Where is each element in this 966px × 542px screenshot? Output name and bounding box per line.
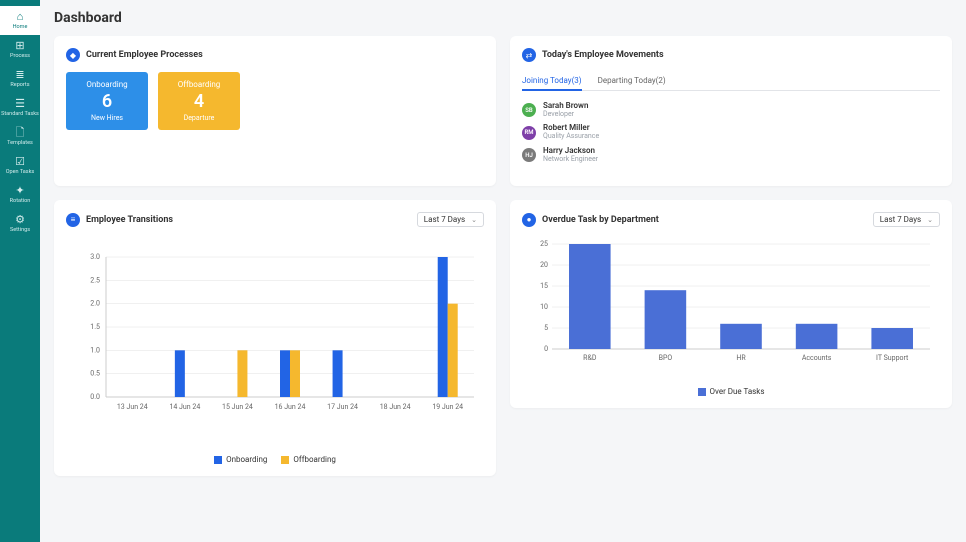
- svg-text:13 Jun 24: 13 Jun 24: [117, 403, 148, 411]
- svg-text:18 Jun 24: 18 Jun 24: [380, 403, 411, 411]
- sidebar-icon: ≣: [15, 69, 24, 80]
- transfer-icon: ⇄: [522, 48, 536, 62]
- sidebar-item-label: Process: [10, 53, 30, 59]
- sidebar-item-label: Reports: [10, 82, 29, 88]
- sidebar-icon: ✦: [15, 185, 24, 196]
- svg-text:R&D: R&D: [583, 354, 597, 362]
- sidebar-item-rotation[interactable]: ✦ Rotation: [0, 180, 40, 209]
- tile-count: 4: [194, 91, 204, 112]
- svg-text:20: 20: [540, 261, 548, 269]
- processes-card-title: Current Employee Processes: [86, 50, 203, 60]
- tile-head: Onboarding: [86, 80, 127, 89]
- transitions-card-title: Employee Transitions: [86, 215, 173, 225]
- svg-text:HR: HR: [736, 354, 746, 362]
- person-role: Developer: [543, 111, 588, 119]
- svg-text:1.0: 1.0: [90, 346, 100, 354]
- tile-head: Offboarding: [178, 80, 220, 89]
- svg-text:1.5: 1.5: [90, 323, 100, 331]
- svg-text:15 Jun 24: 15 Jun 24: [222, 403, 253, 411]
- svg-text:14 Jun 24: 14 Jun 24: [169, 403, 200, 411]
- sidebar-item-standard-tasks[interactable]: ☰ Standard Tasks: [0, 93, 40, 122]
- svg-text:17 Jun 24: 17 Jun 24: [327, 403, 358, 411]
- overdue-range-label: Last 7 Days: [880, 215, 921, 224]
- transitions-range-dropdown[interactable]: Last 7 Days ⌄: [417, 212, 484, 227]
- sidebar-item-templates[interactable]: 🗋 Templates: [0, 122, 40, 151]
- sidebar-item-label: Settings: [10, 227, 30, 233]
- sidebar-item-label: Templates: [7, 140, 33, 146]
- person-row[interactable]: HJHarry JacksonNetwork Engineer: [522, 144, 940, 166]
- tab-joining-today[interactable]: Joining Today(3): [522, 72, 582, 91]
- overdue-card: ● Overdue Task by Department Last 7 Days…: [510, 200, 952, 408]
- svg-text:16 Jun 24: 16 Jun 24: [275, 403, 306, 411]
- sidebar-item-open-tasks[interactable]: ☑ Open Tasks: [0, 151, 40, 180]
- avatar: HJ: [522, 148, 536, 162]
- overdue-card-title: Overdue Task by Department: [542, 215, 659, 225]
- movements-card-title: Today's Employee Movements: [542, 50, 664, 60]
- svg-text:19 Jun 24: 19 Jun 24: [432, 403, 463, 411]
- person-role: Quality Assurance: [543, 133, 599, 141]
- task-icon: ●: [522, 213, 536, 227]
- transitions-range-label: Last 7 Days: [424, 215, 465, 224]
- users-icon: ◆: [66, 48, 80, 62]
- svg-text:15: 15: [540, 282, 548, 290]
- sidebar-item-process[interactable]: ⊞ Process: [0, 35, 40, 64]
- chevron-down-icon: ⌄: [471, 216, 477, 224]
- svg-text:IT Support: IT Support: [876, 354, 909, 362]
- svg-text:25: 25: [540, 240, 548, 248]
- process-tile-onboarding[interactable]: Onboarding 6 New Hires: [66, 72, 148, 130]
- sidebar-icon: ⌂: [17, 11, 24, 22]
- process-tile-offboarding[interactable]: Offboarding 4 Departure: [158, 72, 240, 130]
- person-role: Network Engineer: [543, 156, 598, 164]
- sidebar-item-settings[interactable]: ⚙ Settings: [0, 209, 40, 238]
- overdue-chart-svg: 0 5 10 15 20 25 R&D BPO HR Accounts IT Support: [522, 239, 940, 369]
- avatar: RM: [522, 126, 536, 140]
- sidebar-item-label: Home: [13, 24, 28, 30]
- page-title: Dashboard: [54, 10, 952, 26]
- chart-icon: ≡: [66, 213, 80, 227]
- legend-item: Onboarding: [214, 455, 267, 464]
- svg-text:5: 5: [544, 324, 548, 332]
- overdue-range-dropdown[interactable]: Last 7 Days ⌄: [873, 212, 940, 227]
- svg-text:2.0: 2.0: [90, 300, 100, 308]
- sidebar: ⌂ Home ⊞ Process ≣ Reports ☰ Standard Tasks 🗋 Tem…: [0, 0, 40, 542]
- person-row[interactable]: SBSarah BrownDeveloper: [522, 99, 940, 121]
- sidebar-item-home[interactable]: ⌂ Home: [0, 6, 40, 35]
- sidebar-icon: ⊞: [15, 40, 24, 51]
- svg-text:0: 0: [544, 345, 548, 353]
- sidebar-item-reports[interactable]: ≣ Reports: [0, 64, 40, 93]
- tile-count: 6: [102, 91, 112, 112]
- sidebar-item-label: Rotation: [10, 198, 31, 204]
- svg-text:0.5: 0.5: [90, 370, 100, 378]
- legend-item: Over Due Tasks: [698, 387, 765, 396]
- svg-text:Accounts: Accounts: [802, 354, 832, 362]
- tab-departing-today[interactable]: Departing Today(2): [598, 72, 666, 90]
- sidebar-item-label: Standard Tasks: [1, 111, 39, 117]
- main-content: Dashboard ◆ Current Employee Processes O…: [40, 0, 966, 542]
- svg-text:10: 10: [540, 303, 548, 311]
- legend-item: Offboarding: [281, 455, 335, 464]
- svg-text:3.0: 3.0: [90, 253, 100, 261]
- chevron-down-icon: ⌄: [927, 216, 933, 224]
- svg-text:0.0: 0.0: [90, 393, 100, 401]
- processes-card: ◆ Current Employee Processes Onboarding 6…: [54, 36, 496, 186]
- sidebar-icon: ⚙: [15, 214, 25, 225]
- sidebar-item-label: Open Tasks: [6, 169, 35, 175]
- movements-card: ⇄ Today's Employee Movements Joining Tod…: [510, 36, 952, 186]
- sidebar-icon: ☰: [15, 98, 25, 109]
- transitions-card: ≡ Employee Transitions Last 7 Days ⌄ 0.0…: [54, 200, 496, 476]
- tile-sub: New Hires: [91, 114, 123, 122]
- transitions-chart-svg: 0.0 0.5 1.0 1.5 2.0 2.5 3.0 13 Jun 24 14 Jun 24 1…: [66, 247, 484, 417]
- svg-text:2.5: 2.5: [90, 276, 100, 284]
- sidebar-icon: 🗋: [16, 127, 25, 138]
- tile-sub: Departure: [184, 114, 215, 122]
- avatar: SB: [522, 103, 536, 117]
- sidebar-icon: ☑: [15, 156, 25, 167]
- person-row[interactable]: RMRobert MillerQuality Assurance: [522, 121, 940, 143]
- svg-text:BPO: BPO: [659, 354, 673, 362]
